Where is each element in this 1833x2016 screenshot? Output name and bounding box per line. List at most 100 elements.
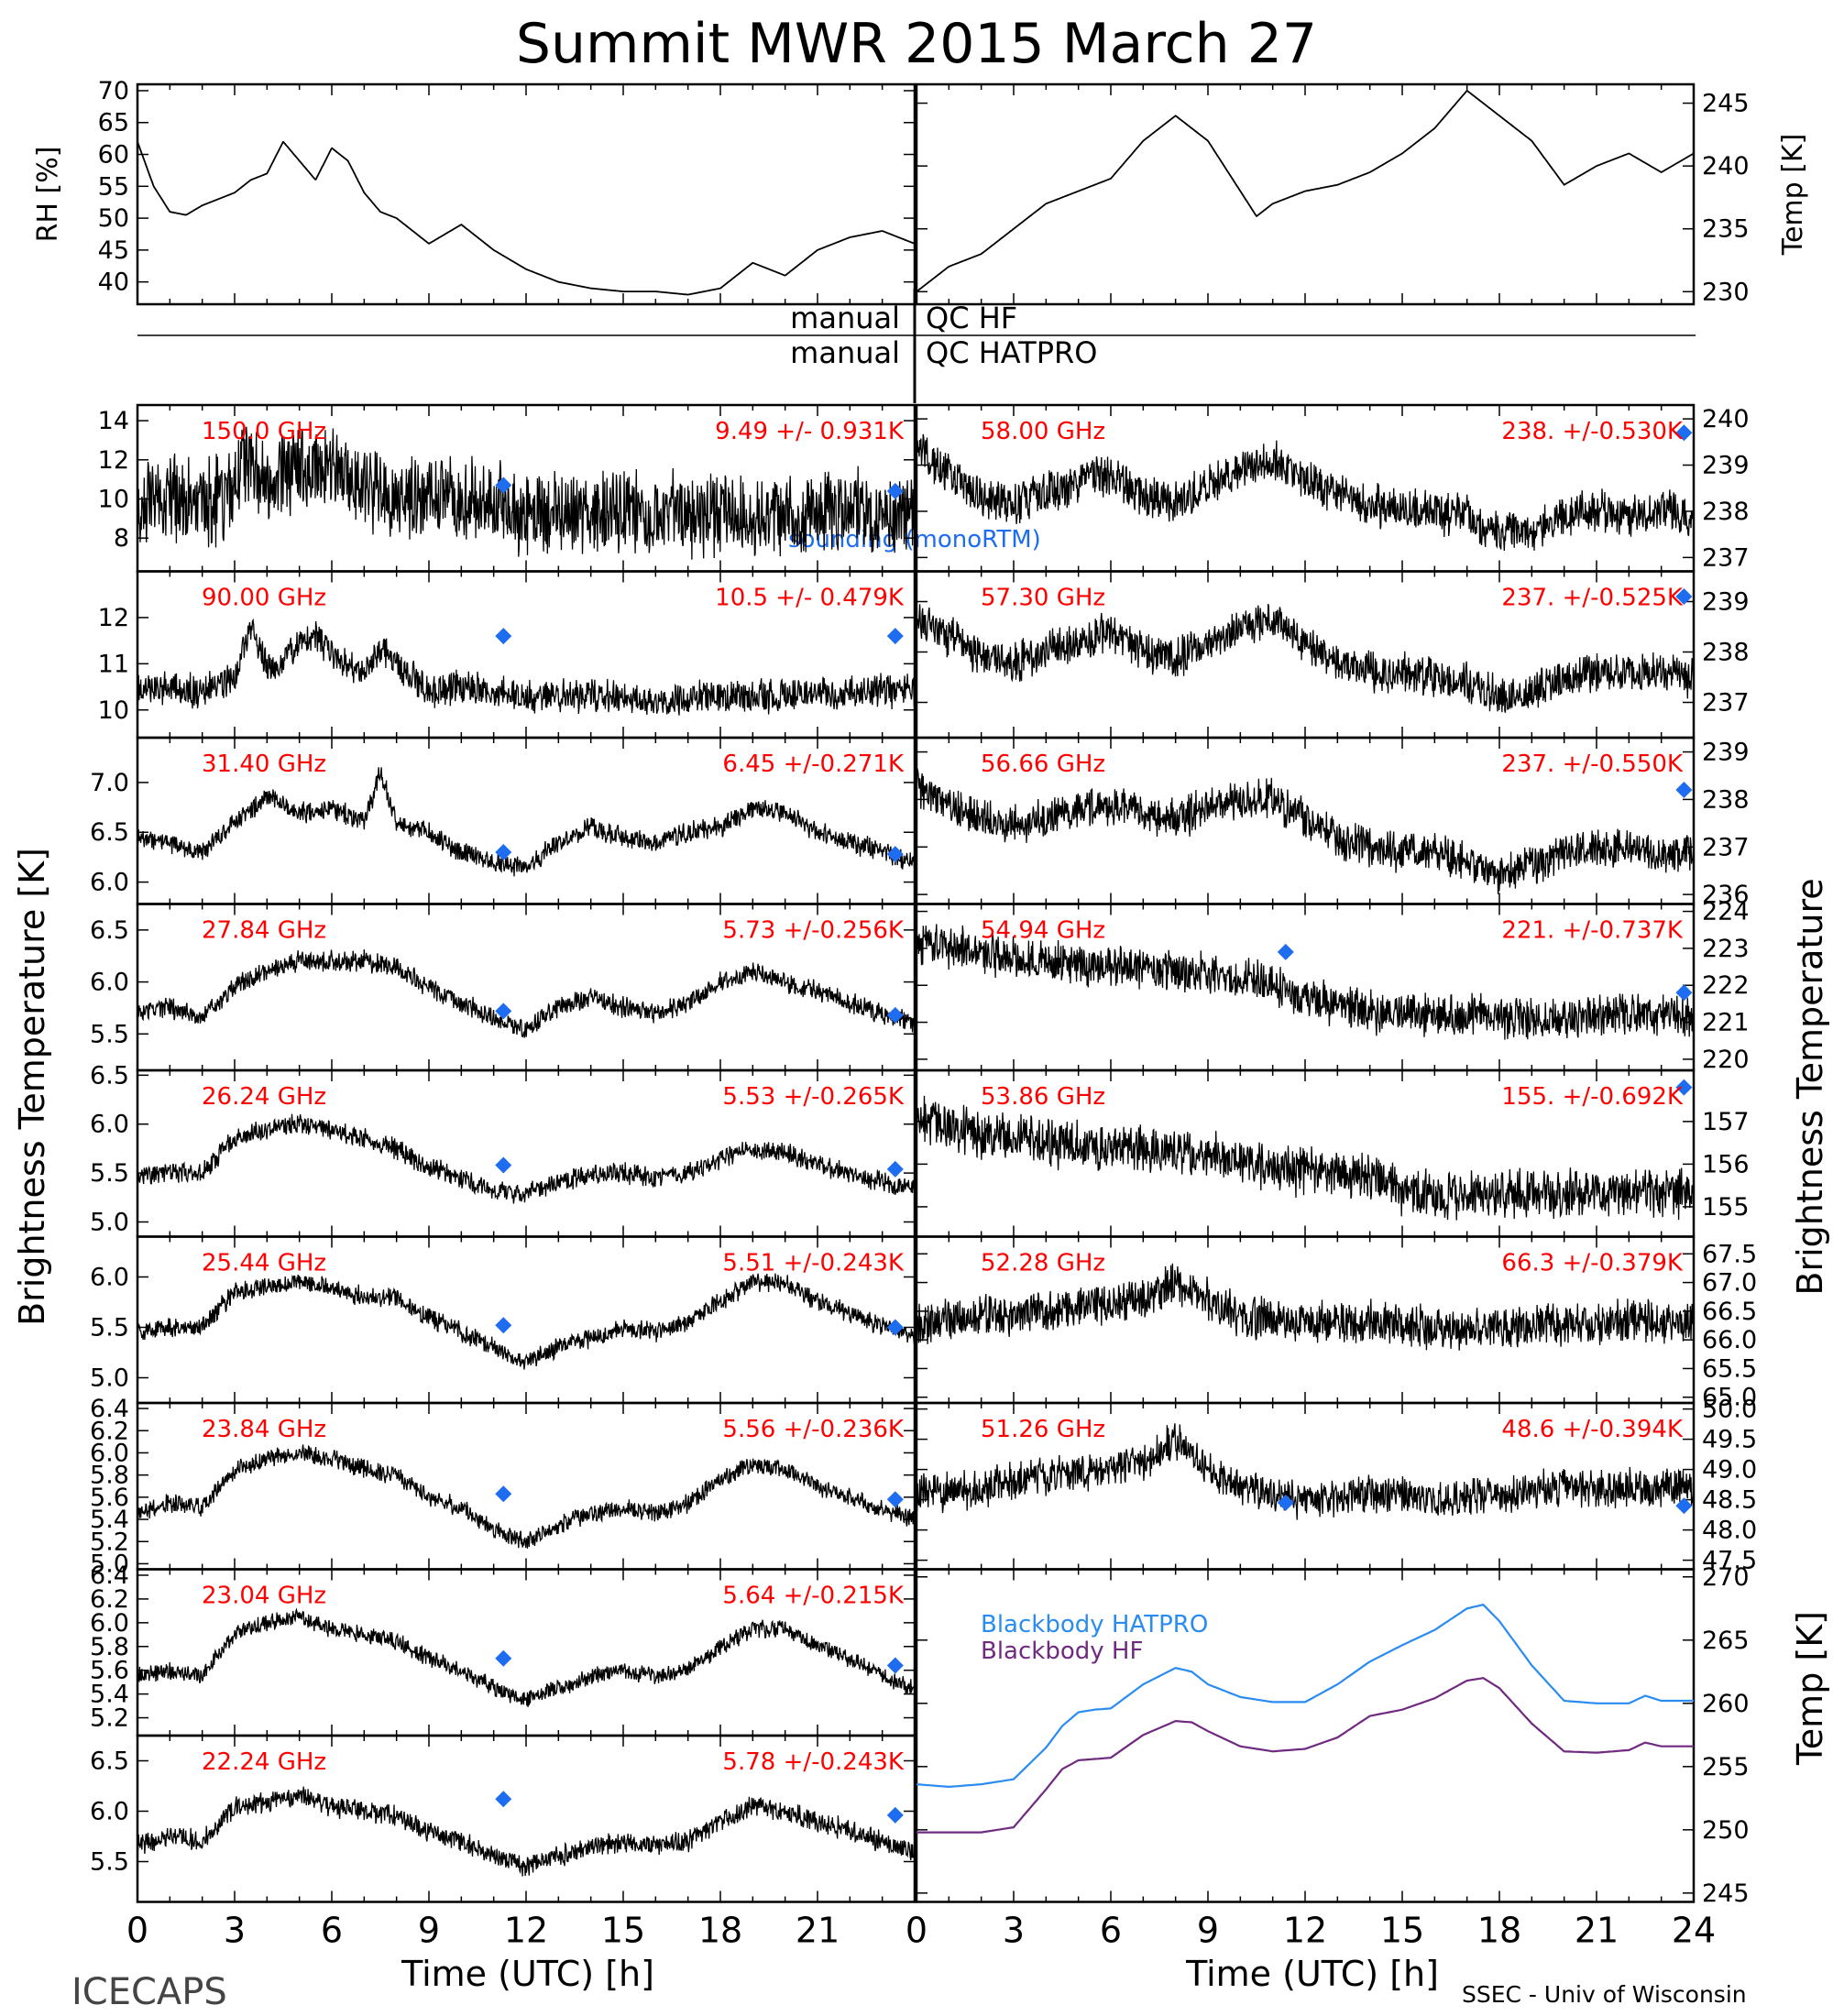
y-tick-label: 6.0	[90, 1609, 129, 1638]
sounding-marker	[886, 1806, 904, 1824]
sounding-marker	[886, 1491, 904, 1508]
panel-p5666: 236 237 238 239 56.66 GHz 237. +/-0.550K	[915, 736, 1750, 909]
y-tick-label: 5.6	[90, 1657, 129, 1685]
y-tick-label: 235	[1702, 215, 1750, 244]
panel-p5730: 237 238 239 57.30 GHz 237. +/-0.525K	[915, 570, 1750, 740]
y-tick-label: 5.5	[90, 1848, 129, 1877]
x-tick-label-left: 3	[224, 1911, 246, 1951]
y-tick-label: 6.2	[90, 1585, 129, 1614]
x-tick-label-right: 24	[1672, 1911, 1716, 1951]
y-tick-label: 6.0	[90, 1111, 129, 1139]
y-tick-label: 238	[1702, 498, 1750, 526]
x-tick-label-left: 6	[321, 1911, 343, 1951]
panel-temp: 230 235 240 245 Temp [K]	[915, 82, 1809, 306]
y-tick-label: 6.0	[90, 1439, 129, 1467]
sounding-marker	[1675, 984, 1693, 1002]
channel-stats: 5.64 +/-0.215K	[722, 1583, 905, 1610]
channel-label: 53.86 GHz	[981, 1083, 1105, 1111]
y-tick-label: 237	[1702, 833, 1750, 861]
sounding-marker	[495, 1791, 512, 1808]
y-tick-label: 66.0	[1702, 1326, 1757, 1354]
y-tick-label: 6.0	[90, 869, 129, 897]
y-tick-label: 239	[1702, 452, 1750, 480]
y-tick-label: 239	[1702, 588, 1750, 617]
y-tick-label: 239	[1702, 739, 1750, 767]
y-tick-label: 48.0	[1702, 1517, 1757, 1545]
y-tick-label: 50	[98, 204, 129, 233]
y-tick-label: 48.5	[1702, 1486, 1757, 1515]
y-tick-label: 240	[1702, 405, 1750, 433]
channel-stats: 155. +/-0.692K	[1501, 1083, 1684, 1111]
y-tick-label: 5.0	[90, 1208, 129, 1236]
x-tick-label-left: 12	[504, 1911, 548, 1951]
channel-stats: 5.73 +/-0.256K	[722, 917, 905, 945]
y-tick-label: 49.0	[1702, 1456, 1757, 1485]
sounding-marker	[495, 477, 512, 494]
channel-stats: 10.5 +/- 0.479K	[715, 585, 905, 612]
channel-stats: 66.3 +/-0.379K	[1501, 1250, 1684, 1277]
y-tick-label: 6.2	[90, 1417, 129, 1445]
panel-p90: 10 11 12 90.00 GHz 10.5 +/- 0.479K	[98, 570, 916, 740]
bb-ylabel: Temp [K]	[1790, 1611, 1830, 1766]
data-trace	[137, 618, 916, 716]
x-tick-label-right: 18	[1477, 1911, 1521, 1951]
data-trace	[137, 1273, 916, 1370]
channel-label: 25.44 GHz	[202, 1250, 326, 1277]
sounding-marker	[495, 1156, 512, 1174]
y-tick-label: 5.5	[90, 1159, 129, 1188]
y-tick-label: 6.4	[90, 1561, 129, 1590]
y-tick-label: 12	[98, 446, 129, 475]
sounding-marker	[495, 843, 512, 860]
data-trace	[916, 604, 1695, 713]
data-trace	[137, 1786, 916, 1877]
y-tick-label: 237	[1702, 543, 1750, 572]
panel-p2384: 6.46.26.05.85.65.45.25.0 23.84 GHz 5.56 +/…	[90, 1395, 916, 1578]
data-trace	[916, 432, 1695, 552]
y-tick-label: 6.0	[90, 1264, 129, 1292]
y-tick-label: 224	[1702, 898, 1750, 926]
x-tick-label-left: 21	[796, 1911, 840, 1951]
channel-stats: 48.6 +/-0.394K	[1501, 1416, 1684, 1443]
data-trace	[916, 1263, 1695, 1351]
panel-p5494: 220 221 222 223 224 54.94 GHz 221. +/-0.737K	[915, 898, 1750, 1074]
channel-label: 31.40 GHz	[202, 751, 326, 778]
channel-stats: 5.78 +/-0.243K	[722, 1748, 905, 1776]
y-tick-label: 5.2	[90, 1528, 129, 1556]
bb-hatpro-legend: Blackbody HATPRO	[981, 1611, 1208, 1638]
sounding-marker	[495, 1317, 512, 1334]
bb-hf-legend: Blackbody HF	[981, 1638, 1143, 1665]
y-tick-label: 70	[98, 77, 129, 105]
y-tick-label: 5.4	[90, 1506, 129, 1534]
y-tick-label: 265	[1702, 1627, 1750, 1655]
channel-stats: 5.56 +/-0.236K	[722, 1416, 905, 1443]
channel-label: 57.30 GHz	[981, 585, 1105, 612]
channel-stats: 5.53 +/-0.265K	[722, 1083, 905, 1111]
y-tick-label: 8	[114, 524, 129, 553]
y-tick-label: 156	[1702, 1150, 1750, 1178]
panel-p2544: 5.0 5.5 6.0 25.44 GHz 5.51 +/-0.243K	[90, 1235, 916, 1405]
channel-stats: 237. +/-0.525K	[1501, 585, 1684, 612]
y-tick-label: 67.5	[1702, 1240, 1757, 1268]
channel-label: 22.24 GHz	[202, 1748, 326, 1776]
sounding-marker	[886, 1006, 904, 1024]
channel-label: 23.04 GHz	[202, 1583, 326, 1610]
y-tick-label: 260	[1702, 1690, 1750, 1718]
y-tick-label: 65.5	[1702, 1354, 1757, 1383]
x-tick-label-right: 9	[1197, 1911, 1219, 1951]
x-tick-label-left: 15	[601, 1911, 645, 1951]
y-tick-label: 12	[98, 604, 129, 632]
data-trace	[916, 1095, 1695, 1221]
channel-label: 56.66 GHz	[981, 751, 1105, 778]
y-tick-label: 6.0	[90, 969, 129, 997]
panel-bb: 245 250 255 260 265 270	[915, 1563, 1750, 1908]
sounding-marker	[886, 628, 904, 645]
y-tick-label: 221	[1702, 1009, 1750, 1037]
y-tick-label: 60	[98, 141, 129, 170]
y-tick-label: 238	[1702, 639, 1750, 667]
y-tick-label: 222	[1702, 971, 1750, 1000]
qc-hatpro-left: manual	[790, 335, 900, 370]
y-tick-label: 5.6	[90, 1484, 129, 1512]
y-tick-label: 245	[1702, 1879, 1750, 1908]
